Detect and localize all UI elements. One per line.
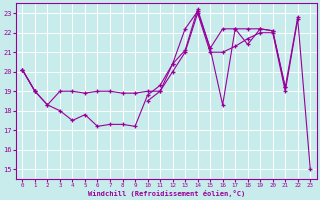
X-axis label: Windchill (Refroidissement éolien,°C): Windchill (Refroidissement éolien,°C) [88,190,245,197]
